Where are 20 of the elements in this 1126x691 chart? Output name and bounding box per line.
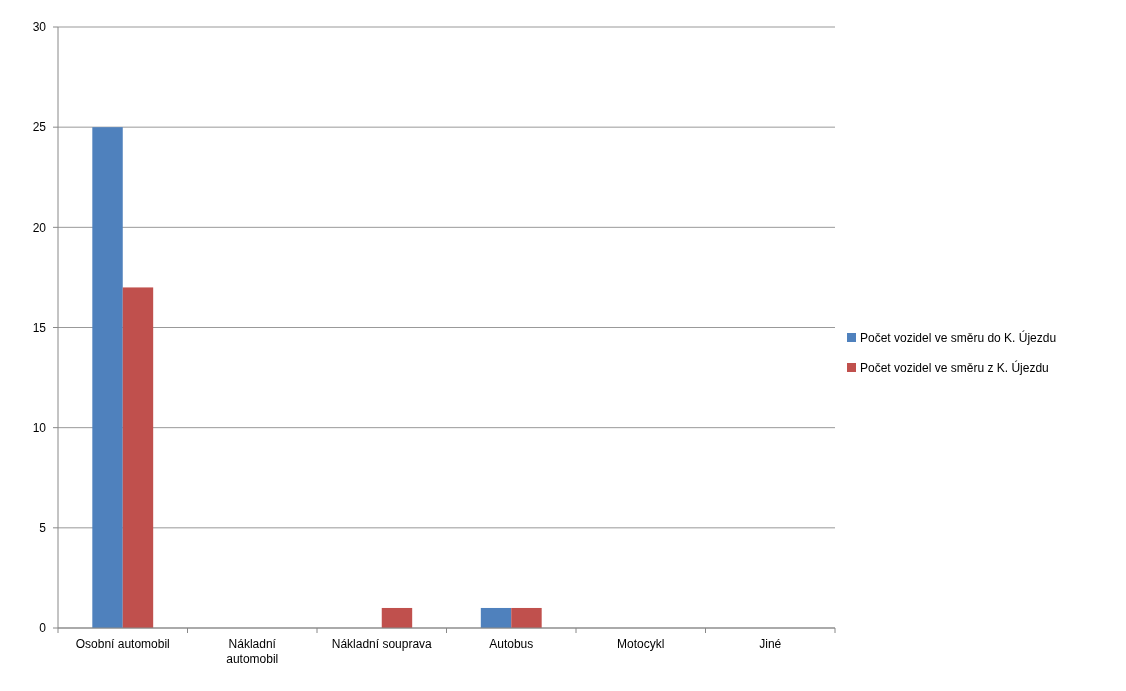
bar [122, 287, 154, 628]
bar [381, 607, 413, 628]
x-tick-label: Autobus [489, 637, 534, 651]
x-tick-label: Jiné [759, 637, 782, 651]
legend-label: Počet vozidel ve směru z K. Újezdu [860, 360, 1049, 376]
bar [92, 127, 123, 628]
x-tick-label: Nákladní automobil [226, 637, 279, 666]
x-tick-label: Osobní automobil [75, 637, 170, 651]
x-tick-label: Motocykl [617, 637, 665, 651]
y-tick-label: 0 [39, 621, 47, 636]
y-tick-label: 10 [32, 420, 47, 435]
y-tick-label: 20 [32, 220, 47, 235]
legend-label: Počet vozidel ve směru do K. Újezdu [860, 330, 1057, 346]
y-tick-label: 5 [39, 521, 47, 536]
bar [511, 607, 542, 628]
x-tick-label: Nákladní souprava [331, 637, 433, 651]
y-tick-label: 30 [32, 20, 47, 35]
y-tick-label: 15 [32, 320, 47, 335]
y-tick-label: 25 [32, 120, 47, 135]
bar [480, 607, 512, 628]
